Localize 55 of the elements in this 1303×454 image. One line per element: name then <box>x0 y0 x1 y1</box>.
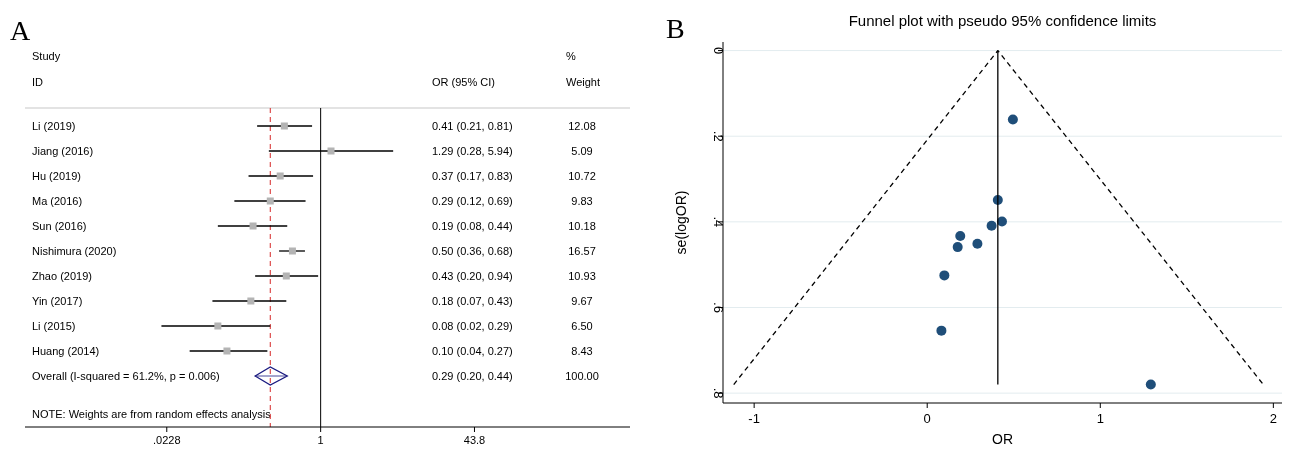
y-tick-label: 0 <box>711 46 726 55</box>
annotation: 0.29 (0.20, 0.44) <box>432 370 513 382</box>
annotation: 0.50 (0.36, 0.68) <box>432 245 513 257</box>
annotation: 8.43 <box>571 345 593 357</box>
annotation: 0.10 (0.04, 0.27) <box>432 345 513 357</box>
y-tick-label: Zhao (2019) <box>32 270 92 282</box>
annotation: 12.08 <box>568 120 596 132</box>
text: % <box>566 50 576 62</box>
y-axis-title: se(logOR) <box>673 190 689 255</box>
annotation: 0.37 (0.17, 0.83) <box>432 170 513 182</box>
annotation: 0.43 (0.20, 0.94) <box>432 270 513 282</box>
text: Study <box>32 50 61 62</box>
annotation: 10.93 <box>568 270 596 282</box>
x-tick-label: 0 <box>923 411 931 426</box>
y-tick-label: .4 <box>711 216 726 228</box>
annotation: 16.57 <box>568 245 596 257</box>
annotation: 6.50 <box>571 320 593 332</box>
annotation: 0.41 (0.21, 0.81) <box>432 120 513 132</box>
x-tick-label: 2 <box>1269 411 1277 426</box>
x-axis-title: OR <box>992 431 1013 447</box>
x-tick-label: 1 <box>1096 411 1104 426</box>
y-tick-label: Huang (2014) <box>32 345 100 357</box>
y-tick-label: .2 <box>711 130 726 142</box>
chart-title: Funnel plot with pseudo 95% confidence limits <box>848 12 1157 29</box>
x-tick-label: 43.8 <box>463 434 486 446</box>
text: Weight <box>566 76 601 88</box>
y-tick-label: Sun (2016) <box>32 220 87 232</box>
x-tick-label: .0228 <box>153 434 181 446</box>
annotation: 0.29 (0.12, 0.69) <box>432 195 513 207</box>
y-tick-label: Jiang (2016) <box>32 145 94 157</box>
annotation: 0.19 (0.08, 0.44) <box>432 220 513 232</box>
annotation: 9.83 <box>571 195 593 207</box>
text: ID <box>32 76 44 88</box>
annotation: 0.08 (0.02, 0.29) <box>432 320 513 332</box>
x-tick-label: 1 <box>317 434 324 446</box>
y-tick-label: Li (2019) <box>32 120 76 132</box>
text: B <box>666 13 685 44</box>
y-tick-label: Overall (I-squared = 61.2%, p = 0.006) <box>32 370 220 382</box>
annotation: 9.67 <box>571 295 593 307</box>
y-tick-label: Ma (2016) <box>32 195 83 207</box>
annotation: 10.72 <box>568 170 596 182</box>
y-tick-label: Hu (2019) <box>32 170 81 182</box>
text: OR (95% CI) <box>432 76 495 88</box>
text: A <box>10 15 31 46</box>
annotation: 100.00 <box>565 370 599 382</box>
y-tick-label: Li (2015) <box>32 320 76 332</box>
y-tick-label: .8 <box>711 387 726 399</box>
text: NOTE: Weights are from random effects analysis <box>32 408 272 420</box>
annotation: 10.18 <box>568 220 596 232</box>
annotation: 5.09 <box>571 145 593 157</box>
y-tick-label: Yin (2017) <box>32 295 83 307</box>
annotation: 1.29 (0.28, 5.94) <box>432 145 513 157</box>
annotation: 0.18 (0.07, 0.43) <box>432 295 513 307</box>
x-tick-label: -1 <box>748 411 760 426</box>
y-tick-label: Nishimura (2020) <box>32 245 117 257</box>
